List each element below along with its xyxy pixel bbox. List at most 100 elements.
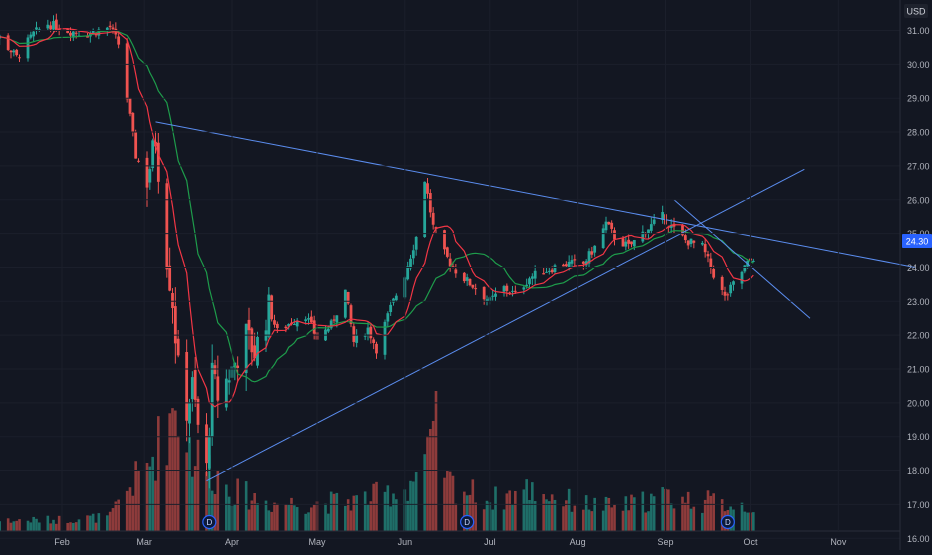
candle-body — [590, 251, 594, 255]
volume-bar — [154, 480, 157, 531]
candle-body — [683, 235, 687, 241]
candle-body — [573, 259, 577, 261]
volume-bar — [108, 511, 112, 531]
volume-bar — [134, 461, 137, 531]
volume-bar — [414, 472, 418, 531]
candle-body — [207, 435, 211, 469]
candle-body — [525, 284, 529, 287]
price-tick-label: 20.00 — [907, 398, 930, 408]
volume-bar — [335, 492, 339, 531]
candle-body — [522, 287, 526, 290]
candle-body — [692, 240, 696, 243]
volume-bar — [372, 483, 375, 531]
volume-bar — [176, 435, 180, 531]
candle-body — [250, 328, 254, 353]
volume-bar — [389, 506, 392, 531]
time-axis[interactable]: Feb Mar Apr May Jun Jul Aug Sep Oct Nov — [0, 0, 900, 547]
trendline-descending-right[interactable] — [673, 199, 811, 319]
volume-bar — [386, 485, 390, 531]
dividend-marker[interactable] — [460, 514, 475, 530]
price-tick-label: 17.00 — [907, 500, 930, 510]
volume-bar — [703, 499, 707, 531]
volume-bar — [256, 503, 259, 531]
volume-bar — [548, 501, 551, 531]
volume-bar — [210, 490, 214, 531]
candle-body — [66, 29, 70, 34]
candle-body — [482, 286, 486, 300]
candle-body — [349, 305, 353, 324]
volume-bar — [474, 502, 477, 531]
candle-body — [468, 278, 472, 286]
candle-body — [627, 239, 631, 244]
candle-body — [474, 288, 478, 290]
candle-body — [547, 270, 551, 272]
candle-body — [111, 27, 115, 30]
volume-bar — [448, 471, 452, 531]
dividend-marker[interactable] — [720, 514, 735, 530]
volume-bar — [117, 499, 120, 531]
candle-body — [553, 265, 557, 273]
volume-bar — [621, 510, 625, 531]
volume-bar — [553, 499, 557, 531]
price-tick-label: 26.00 — [907, 195, 930, 205]
dividend-marker-label: D — [206, 518, 212, 527]
candle-body — [213, 365, 217, 375]
price-tick-label: 24.00 — [907, 263, 930, 273]
candle-body — [366, 327, 370, 335]
volume-bar — [412, 481, 415, 531]
volume-bar — [491, 509, 494, 531]
volume-bar — [684, 502, 687, 531]
dividend-marker[interactable] — [202, 514, 217, 530]
volume-bar — [307, 512, 310, 531]
volume-bar — [641, 491, 645, 531]
last-price-box — [902, 234, 932, 248]
volume-bar — [692, 506, 696, 531]
candle-body — [454, 269, 458, 274]
volume-bar — [250, 500, 254, 531]
volume-bar — [392, 493, 395, 531]
candle-body — [173, 306, 177, 344]
trendlines[interactable] — [155, 121, 915, 482]
volume-bar — [709, 495, 713, 531]
volume-bar — [276, 503, 279, 531]
volume-bar — [610, 507, 613, 531]
currency-label[interactable]: USD — [906, 7, 926, 17]
volume-bar — [451, 475, 455, 531]
volume-bar — [383, 491, 387, 531]
candle-body — [723, 291, 727, 296]
volume-bar — [86, 515, 89, 531]
volume-bar — [188, 436, 191, 531]
candle-body — [151, 140, 155, 169]
volume-bar — [15, 520, 18, 531]
candle-body — [346, 291, 350, 304]
volume-bar — [196, 439, 200, 531]
volume-bar — [69, 522, 72, 531]
candle-body — [409, 258, 412, 269]
candle-body — [171, 293, 174, 309]
candle-body — [307, 318, 310, 320]
trendline-lower-support[interactable] — [206, 168, 805, 482]
volume-bar — [213, 494, 217, 531]
trendline-upper-resistance[interactable] — [155, 121, 915, 268]
volume-bar — [627, 510, 630, 531]
candle-body — [105, 27, 109, 30]
candle-body — [52, 21, 55, 30]
candle-body — [751, 260, 755, 262]
volume-bar — [525, 479, 528, 531]
volume-bar — [270, 511, 273, 531]
volume-bar — [145, 463, 149, 531]
candle-body — [210, 362, 214, 437]
candle-body — [630, 241, 633, 245]
volume-bar — [74, 522, 78, 531]
currency-label-group[interactable]: USD — [904, 4, 928, 18]
candle-body — [689, 238, 693, 245]
time-tick-label: Jun — [398, 537, 413, 547]
candle-body — [131, 113, 135, 132]
time-tick-label: Aug — [570, 537, 586, 547]
volume-bar — [701, 512, 704, 531]
volume-bar — [567, 488, 571, 531]
candle-body — [542, 273, 546, 275]
